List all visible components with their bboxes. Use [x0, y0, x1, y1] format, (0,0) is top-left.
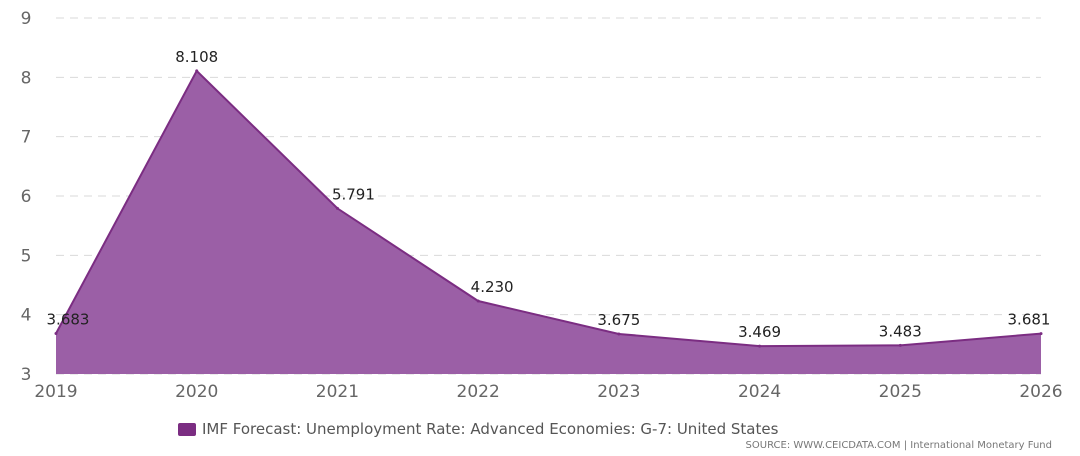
x-tick-label: 2022	[457, 382, 500, 402]
x-tick-label: 2020	[175, 382, 218, 402]
y-tick-label: 6	[21, 187, 32, 207]
data-point[interactable]	[195, 69, 199, 73]
data-label: 3.683	[47, 310, 90, 328]
y-tick-label: 4	[21, 306, 32, 326]
y-tick-label: 5	[21, 246, 32, 266]
x-tick-label: 2025	[879, 382, 922, 402]
y-tick-label: 8	[21, 68, 32, 88]
data-label: 3.675	[597, 311, 640, 329]
data-point[interactable]	[1039, 332, 1043, 336]
data-labels: 3.683 8.108 5.791 4.230 3.675 3.469 3.483 3.681	[47, 48, 1051, 341]
x-tick-label: 2023	[597, 382, 640, 402]
data-label: 5.791	[332, 185, 375, 203]
y-tick-label: 7	[21, 128, 32, 148]
x-tick-label: 2026	[1019, 382, 1062, 402]
data-point[interactable]	[335, 206, 339, 210]
series-line	[55, 69, 1042, 348]
series-area	[54, 69, 1043, 375]
x-tick-label: 2021	[316, 382, 359, 402]
data-label: 3.469	[738, 323, 781, 341]
y-tick-label: 3	[21, 365, 32, 385]
y-axis-ticks: 3 4 5 6 7 8 9	[21, 9, 32, 385]
x-tick-label: 2024	[738, 382, 781, 402]
data-label: 8.108	[175, 48, 218, 66]
data-label: 3.681	[1008, 311, 1051, 329]
data-point[interactable]	[898, 343, 902, 347]
x-axis-ticks: 2019 2020 2021 2022 2023 2024 2025 2026	[34, 382, 1062, 402]
data-label: 3.483	[879, 322, 922, 340]
data-point[interactable]	[54, 331, 58, 335]
x-tick-label: 2019	[34, 382, 77, 402]
legend[interactable]: IMF Forecast: Unemployment Rate: Advance…	[178, 420, 778, 438]
data-point[interactable]	[617, 332, 621, 336]
legend-label: IMF Forecast: Unemployment Rate: Advance…	[202, 420, 779, 438]
legend-swatch	[178, 422, 196, 436]
source-note: SOURCE: WWW.CEICDATA.COM | International…	[745, 440, 1052, 451]
data-point[interactable]	[758, 344, 762, 348]
data-label: 4.230	[471, 278, 514, 296]
data-point[interactable]	[476, 299, 480, 303]
y-tick-label: 9	[21, 9, 32, 29]
area-fill	[56, 70, 1041, 375]
